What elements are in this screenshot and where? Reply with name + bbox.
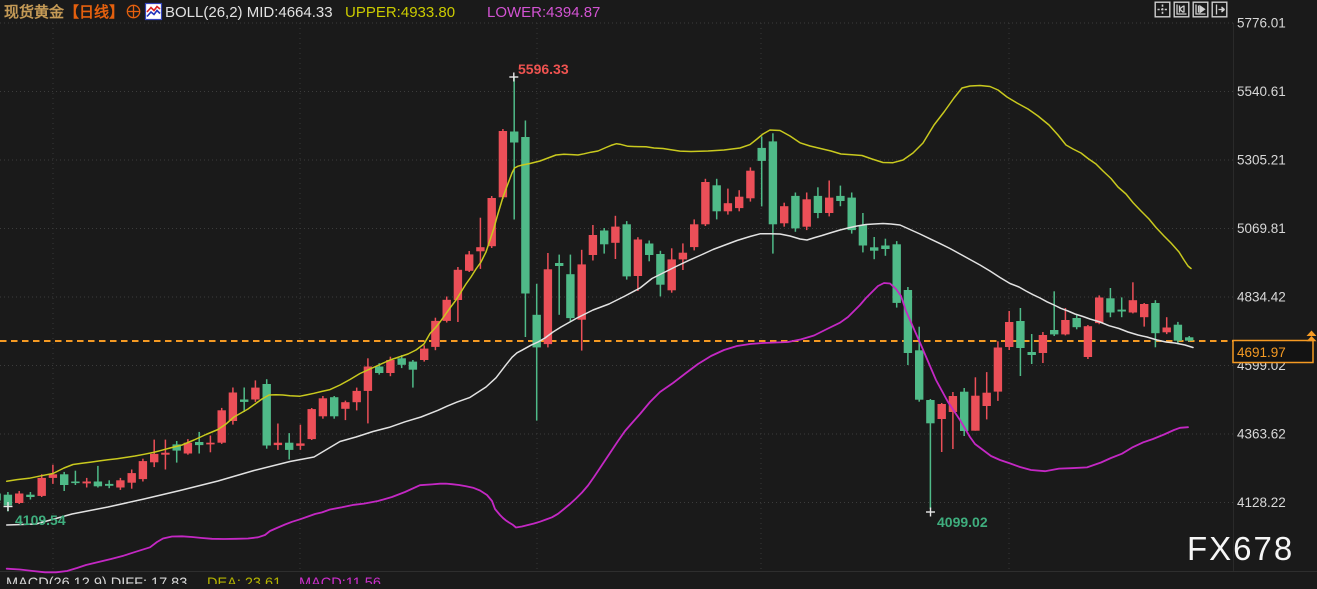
svg-text:5540.61: 5540.61 <box>1237 84 1286 99</box>
svg-text:FX678: FX678 <box>1187 530 1294 567</box>
svg-text:5596.33: 5596.33 <box>518 61 569 77</box>
svg-text:UPPER:4933.80: UPPER:4933.80 <box>345 4 455 21</box>
svg-text:【日线】: 【日线】 <box>64 3 124 21</box>
svg-text:5305.21: 5305.21 <box>1237 153 1286 168</box>
svg-text:5776.01: 5776.01 <box>1237 16 1286 31</box>
svg-text:4128.22: 4128.22 <box>1237 495 1286 510</box>
svg-text:4099.02: 4099.02 <box>937 514 988 530</box>
svg-text:MACD:11.56: MACD:11.56 <box>299 576 381 585</box>
svg-text:现货黄金: 现货黄金 <box>4 3 65 21</box>
svg-text:4691.97: 4691.97 <box>1237 345 1286 360</box>
svg-text:4363.62: 4363.62 <box>1237 427 1286 442</box>
svg-text:5069.81: 5069.81 <box>1237 221 1286 236</box>
svg-text:MACD(26,12,9) DIFF: 17.83: MACD(26,12,9) DIFF: 17.83 <box>6 576 187 585</box>
svg-text:4109.54: 4109.54 <box>15 512 66 528</box>
svg-text:4834.42: 4834.42 <box>1237 290 1286 305</box>
svg-text:BOLL(26,2) MID:4664.33: BOLL(26,2) MID:4664.33 <box>165 4 333 21</box>
svg-text:DEA: 23.61: DEA: 23.61 <box>207 576 281 585</box>
svg-text:LOWER:4394.87: LOWER:4394.87 <box>487 4 600 21</box>
